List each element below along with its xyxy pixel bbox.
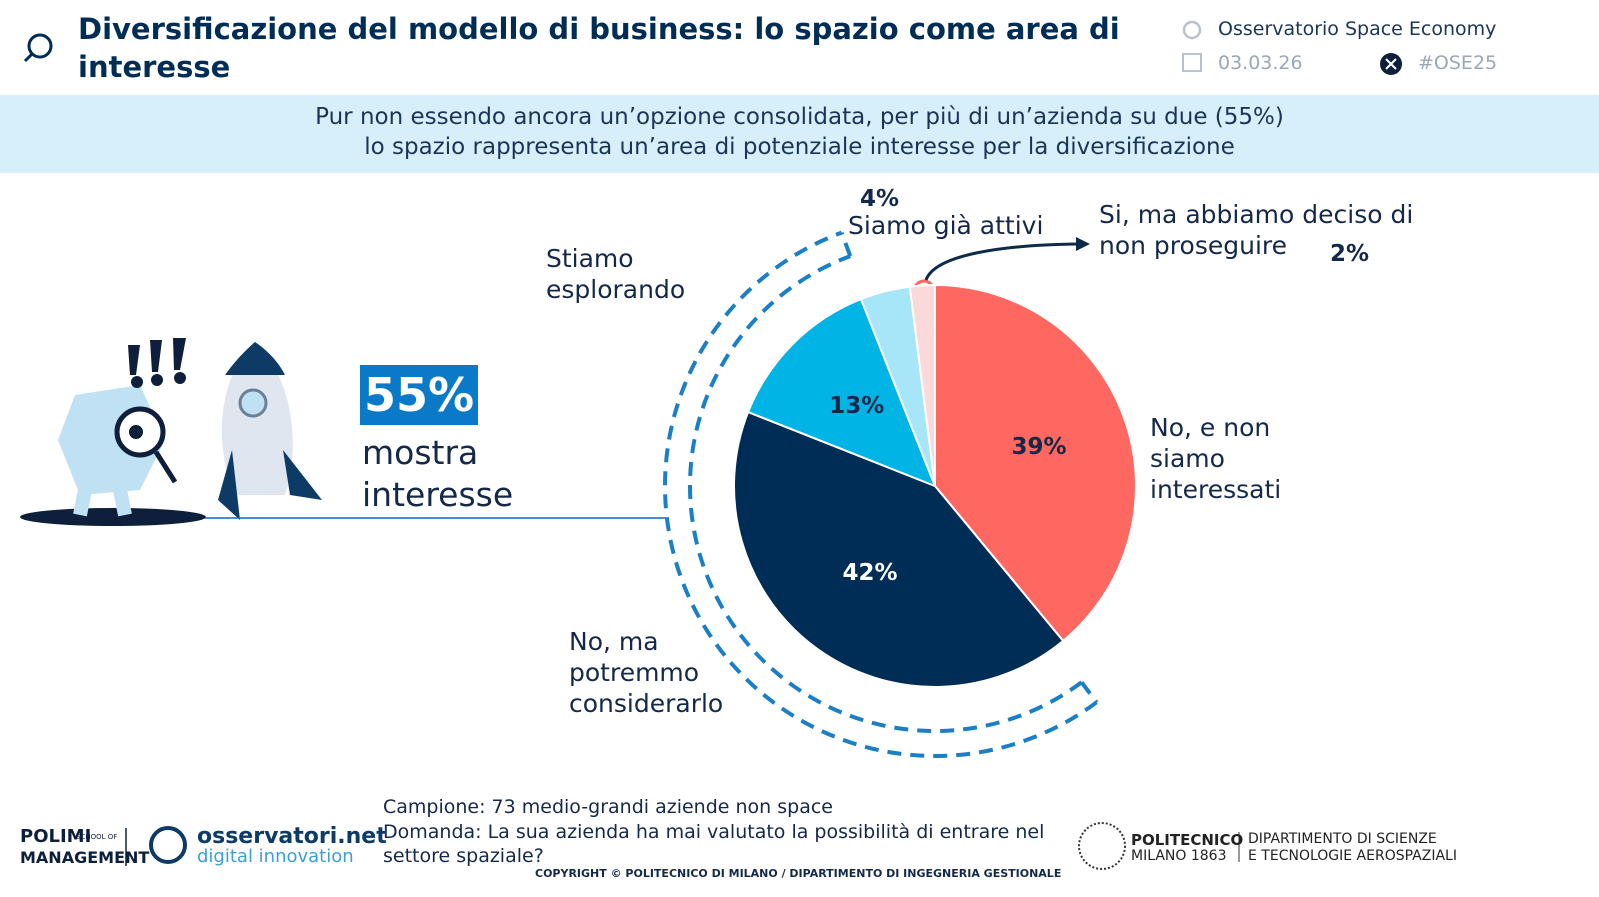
logo-text: MILANO 1863 [1131,848,1227,864]
x-icon [1385,58,1397,70]
illustration [73,488,132,517]
question: Domanda: La sua azienda ha mai valutato … [383,821,1045,867]
banner: Pur non essendo ancora un’opzione consol… [0,95,1599,173]
logo-text: SCHOOL OF [76,833,118,841]
icon [1182,20,1202,40]
logo-text: POLIMI [20,826,92,847]
pie [733,283,1137,688]
logo-text: osservatori.net [197,824,387,849]
value-label: 39% [1011,433,1067,460]
pie-slice [908,283,936,487]
arrow [924,242,1079,281]
copyright: COPYRIGHT © POLITECNICO DI MILANO / DIPA… [535,867,1062,880]
pie-slice [934,283,1137,643]
arrow [1076,237,1090,251]
category-label: Stiamo esplorando [546,244,686,304]
illustration [129,425,143,439]
pie-slice [733,410,1065,688]
banner-line: Pur non essendo ancora un’opzione consol… [315,104,1284,130]
logo-text: POLITECNICO [1131,831,1244,849]
sample: Campione: 73 medio-grandi aziende non sp… [383,796,833,818]
category-label: No, ma potremmo considerarlo [569,627,724,718]
bracket [688,254,1083,733]
callout-text: mostra interesse [362,433,514,514]
illustration [20,508,206,526]
illustration [225,342,285,375]
bracket [663,230,1098,758]
logo-icon [27,33,53,59]
logo-text: digital innovation [197,846,354,867]
illustration [151,374,163,386]
date: 03.03.26 [1218,52,1303,74]
illustration [218,450,322,520]
illustration [238,388,268,418]
title: Diversificazione del modello di business… [78,12,1120,84]
logo-icon [23,52,34,63]
value-label: 4% [860,186,900,212]
value-label: 42% [842,560,898,587]
logo-text: E TECNOLOGIE AEROSPAZIALI [1248,848,1457,864]
category-label: Siamo già attivi [848,211,1044,240]
illustration [221,342,293,495]
calendar-icon [1182,53,1202,72]
hashtag: #OSE25 [1418,52,1498,74]
category-label: Si, ma abbiamo deciso di non proseguire [1099,200,1414,260]
logo-text: MANAGEMENT [20,848,150,867]
bracket [839,231,853,257]
observatory: Osservatorio Space Economy [1218,18,1497,40]
category-label: No, e non siamo interessati [1150,413,1282,504]
illustration [174,372,186,384]
bracket [1080,681,1099,704]
pie-slice [746,297,937,488]
callout-value: 55% [360,365,479,425]
illustration [128,338,186,375]
value-label: 2% [1330,241,1370,267]
value-label: 13% [829,392,885,419]
illustration [153,450,178,484]
banner-line: lo spazio rappresenta un’area di potenzi… [364,134,1235,160]
seal [1078,822,1126,870]
illustration [131,376,143,388]
logo-icon [149,826,187,864]
logo-text: DIPARTIMENTO DI SCIENZE [1248,831,1437,847]
